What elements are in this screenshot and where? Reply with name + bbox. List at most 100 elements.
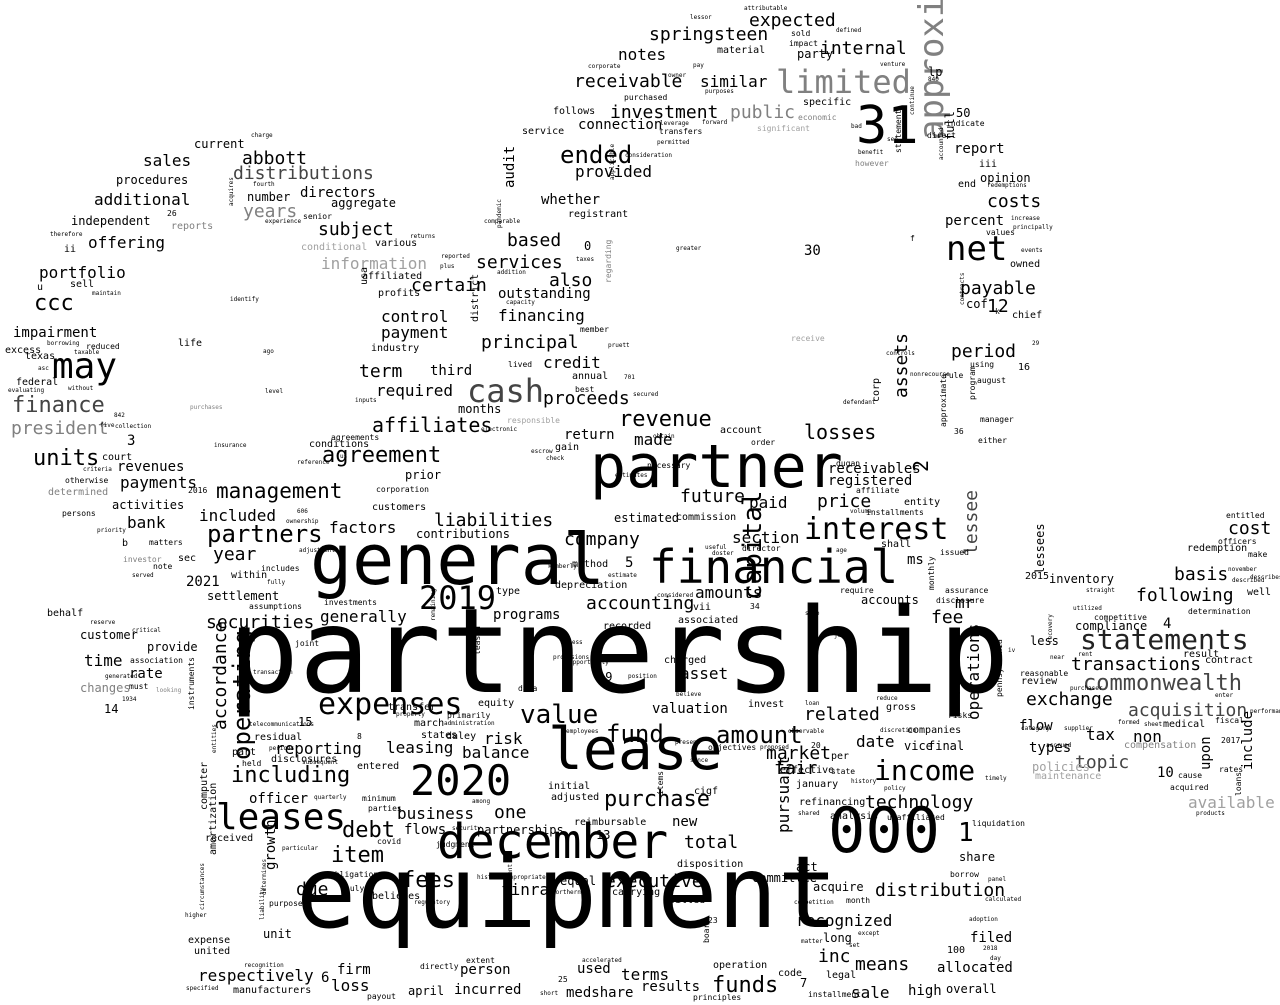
word-operating: operating: [228, 629, 256, 760]
word-ms: ms: [907, 552, 924, 568]
word-firm: firm: [337, 962, 371, 978]
word-leased: leased: [473, 626, 482, 655]
word-identify: identify: [230, 296, 259, 303]
word-may: may: [52, 346, 118, 387]
word-escrow: escrow: [531, 448, 553, 455]
word-payments: payments: [120, 473, 198, 492]
word-priority: priority: [97, 527, 126, 534]
word-describes: describes: [1250, 574, 1280, 581]
word-shall: shall: [881, 539, 912, 550]
word-units: units: [33, 446, 100, 471]
word-court: court: [102, 452, 133, 463]
word-extent: extent: [466, 956, 495, 965]
word-principles: principles: [693, 993, 742, 1002]
word-000: 000: [828, 794, 940, 867]
word-enter: enter: [1215, 692, 1234, 699]
word-basis: basis: [1174, 564, 1229, 585]
word-expected: expected: [749, 10, 836, 31]
word-used: used: [577, 961, 611, 977]
word-fund: fund: [606, 720, 664, 748]
word-6: 6: [321, 970, 330, 986]
word-redemption: redemption: [1187, 543, 1248, 554]
word-president: president: [11, 418, 109, 439]
word-volume: volume: [850, 508, 872, 515]
word-except: except: [858, 930, 880, 937]
word-acquire: acquire: [813, 880, 864, 894]
word-recovery: recovery: [1047, 614, 1054, 643]
word-expenses: expenses: [318, 687, 463, 722]
word-april: april: [408, 984, 445, 998]
word-ago: ago: [263, 348, 274, 355]
word-risk: risk: [484, 729, 523, 748]
word-remaining: remaining: [430, 588, 437, 621]
word-significant: significant: [757, 124, 810, 133]
word-4: 4: [1163, 616, 1172, 632]
word-receive: receive: [791, 334, 825, 343]
word-29: 29: [1032, 340, 1040, 347]
word-assessment: assessment: [507, 863, 514, 900]
word-chief: chief: [1012, 310, 1043, 321]
word-limited: limited: [776, 63, 911, 101]
word-34: 34: [750, 602, 760, 611]
word-policies: policies: [1032, 760, 1090, 774]
word-officer: officer: [249, 791, 309, 807]
word-contract: contract: [1205, 655, 1254, 666]
word-affiliated: affiliated: [362, 271, 423, 282]
word-regulatory: regulatory: [414, 899, 451, 906]
word-b: b: [122, 538, 129, 549]
word-finra: finra: [501, 880, 550, 899]
word-loan: loan: [805, 700, 820, 707]
word-net: net: [946, 229, 1008, 269]
word-attributable: attributable: [744, 5, 788, 12]
word-redemptions: redemptions: [987, 182, 1027, 189]
word-cof: cof: [966, 297, 988, 311]
word-day: day: [990, 955, 1001, 962]
word-36: 36: [954, 427, 964, 436]
word-lessees: lessees: [1033, 523, 1047, 574]
word-rates: rates: [1219, 765, 1244, 774]
word-percent: percent: [945, 213, 1005, 229]
word-1934: 1934: [122, 696, 137, 703]
word-pennsylvania: pennsylvania: [995, 639, 1004, 697]
word-paid: paid: [749, 493, 788, 512]
word-amount: amount: [716, 721, 803, 749]
word-flows: flows: [404, 822, 447, 838]
word-securities: securities: [206, 612, 315, 633]
word-bad: bad: [851, 123, 862, 130]
word-report: report: [954, 141, 1005, 157]
word-reduce: reduce: [876, 695, 898, 702]
word-means: means: [855, 954, 910, 975]
word-entity: entity: [904, 497, 941, 508]
word-investor: investor: [123, 555, 162, 564]
word-customer: customer: [80, 628, 138, 642]
word-leases: leases: [216, 797, 347, 838]
word-acquisition: acquisition: [1128, 700, 1248, 721]
word-high: high: [908, 983, 942, 999]
word-us: us: [340, 453, 348, 460]
word-permitted: permitted: [657, 139, 690, 146]
word-final: final: [928, 739, 965, 753]
word-november: november: [1228, 566, 1257, 573]
word-26: 26: [167, 209, 177, 218]
word-director: director: [742, 544, 781, 553]
word-sheet: sheet: [1144, 721, 1163, 728]
word-observable: observable: [788, 728, 825, 735]
word-internal: internal: [820, 38, 907, 59]
word-10: 10: [1157, 765, 1174, 781]
word-secured: secured: [633, 391, 659, 398]
word-debt: debt: [342, 818, 395, 843]
word-item: item: [331, 843, 384, 868]
word-critical: critical: [132, 627, 161, 634]
word-usa: usa: [359, 266, 370, 285]
word-reported: reported: [441, 253, 470, 260]
word-follows: follows: [553, 106, 596, 117]
word-recognized: recognized: [796, 911, 893, 930]
word-long: long: [823, 931, 852, 945]
word-entitled: entitled: [1226, 511, 1265, 520]
word-daley: daley: [446, 731, 477, 742]
word-15: 15: [298, 715, 313, 729]
word-determines: determines: [261, 858, 268, 895]
word-0: 0: [584, 239, 592, 253]
word-value: value: [520, 700, 599, 730]
word-lessor: lessor: [690, 14, 712, 21]
